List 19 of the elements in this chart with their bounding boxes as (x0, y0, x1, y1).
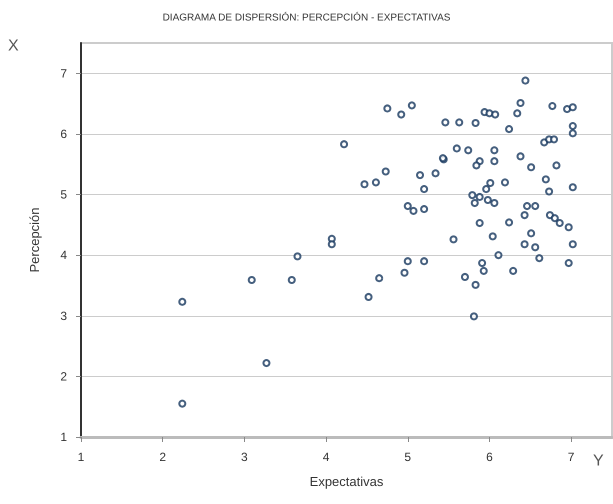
y-tick-label: 2 (60, 369, 68, 384)
chart-title: DIAGRAMA DE DISPERSIÓN: PERCEPCIÓN - EXPECTATIVAS (162, 12, 451, 24)
y-tick-label: 7 (60, 66, 68, 80)
text: Y (593, 452, 604, 470)
y-tick-label: 6 (60, 126, 68, 141)
x-tick-label: 4 (322, 450, 330, 464)
x-axis-title: Expectativas (310, 474, 384, 489)
y-axis-title: Percepción (27, 207, 42, 273)
y-tick-label: 1 (60, 430, 68, 444)
x-tick-label: 1 (78, 450, 85, 464)
y-tick-label: 3 (60, 308, 68, 323)
x-tick-label: 2 (159, 450, 166, 464)
x-tick-label: 6 (486, 450, 494, 464)
x-tick-label: 5 (404, 450, 412, 464)
y-tick-label: 5 (60, 188, 68, 202)
x-tick-label: 7 (568, 450, 575, 464)
x-tick-label: 3 (241, 450, 248, 464)
y-tick-label: 4 (60, 248, 68, 262)
text: X (8, 38, 19, 54)
